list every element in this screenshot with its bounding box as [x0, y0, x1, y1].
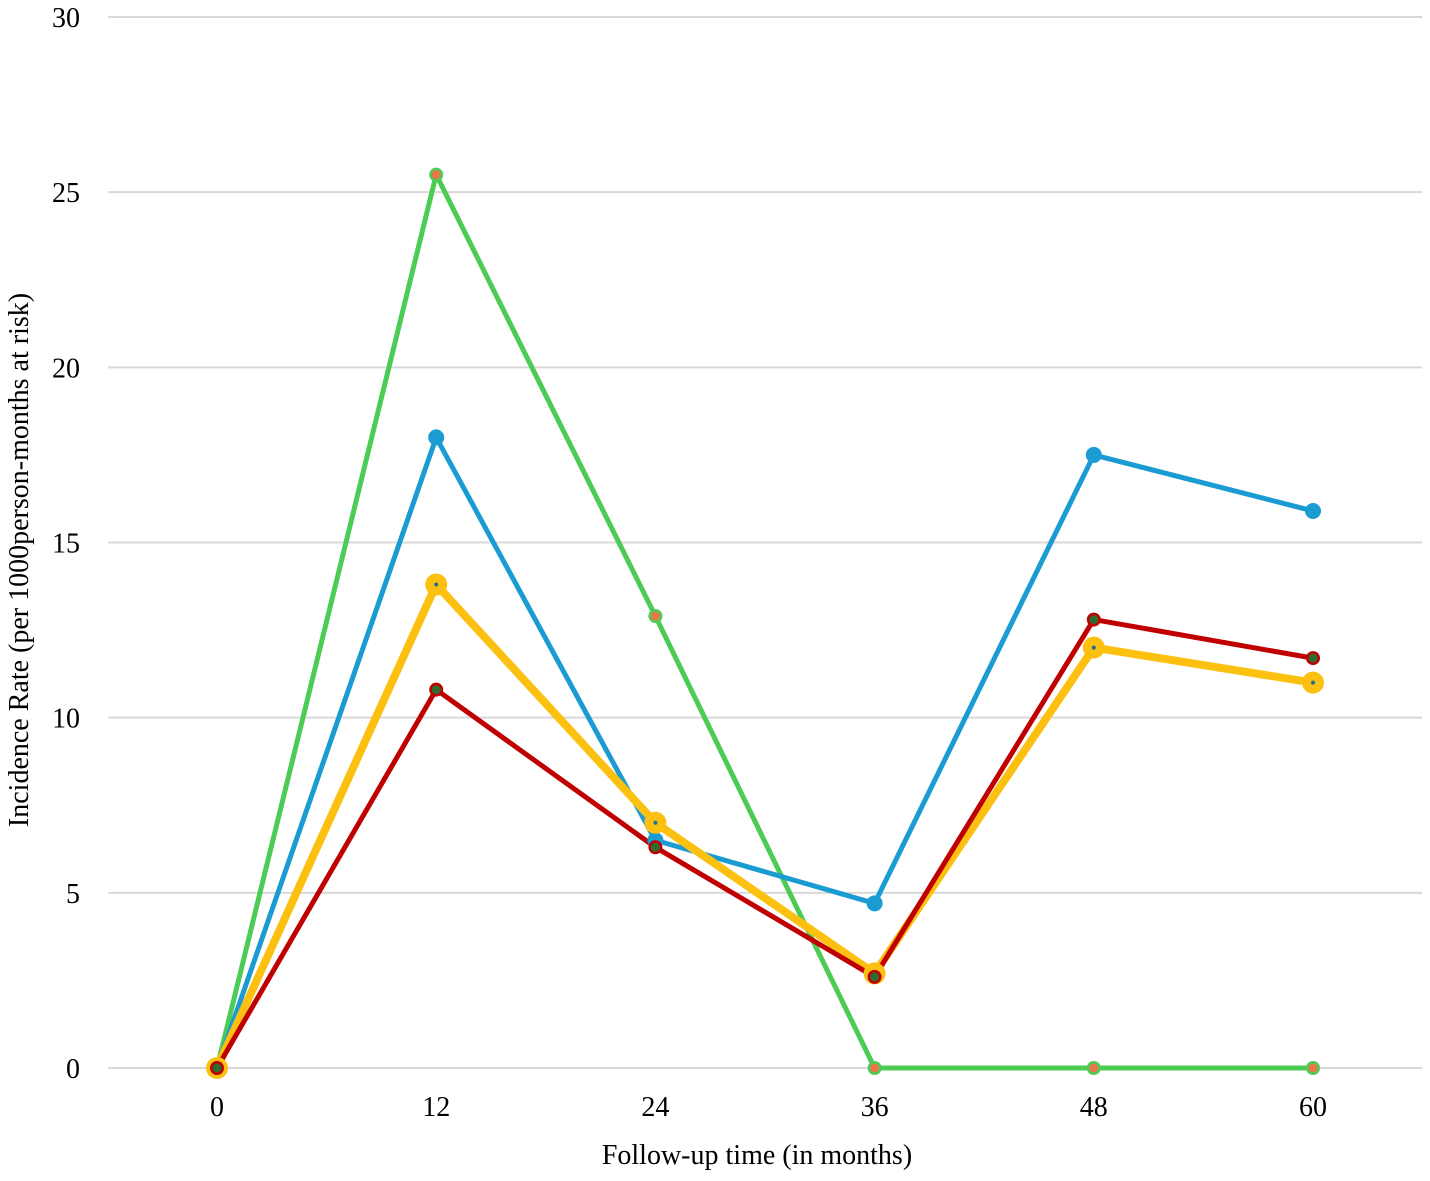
x-axis-title: Follow-up time (in months) — [602, 1140, 912, 1171]
series-4-point-center — [1089, 615, 1099, 625]
series-1-point-center — [870, 1063, 880, 1073]
series-2-point — [1305, 502, 1321, 519]
x-tick-label: 12 — [422, 1092, 450, 1123]
series-1-point-center — [1308, 1063, 1318, 1073]
series-2-point — [428, 429, 445, 446]
x-tick-label: 36 — [861, 1092, 889, 1123]
series-3-line — [213, 580, 1317, 1072]
y-tick-label: 30 — [52, 3, 80, 34]
series-2-line — [214, 434, 1316, 1071]
x-axis-tick-labels: 0 12 24 36 48 60 — [210, 1092, 1327, 1123]
series-lines — [213, 172, 1317, 1072]
x-tick-label: 0 — [210, 1092, 224, 1123]
series-4-point-center — [212, 1063, 222, 1073]
x-tick-label: 60 — [1299, 1092, 1327, 1123]
series-3-point-center — [1091, 645, 1096, 650]
x-tick-label: 24 — [641, 1092, 669, 1123]
series-1-point-center — [431, 170, 441, 180]
y-tick-label: 15 — [52, 529, 80, 560]
series-4-point-center — [1308, 653, 1318, 663]
series-4-point-center — [431, 685, 441, 695]
y-tick-label: 25 — [52, 178, 80, 209]
series-markers — [206, 167, 1324, 1079]
series-1-point-center — [1089, 1063, 1099, 1073]
x-tick-label: 48 — [1080, 1092, 1108, 1123]
series-1-line — [214, 172, 1316, 1071]
series-2-point — [866, 895, 883, 912]
series-3-point-center — [434, 582, 439, 587]
y-tick-label: 5 — [66, 879, 80, 910]
y-axis-title: Incidence Rate (per 1000person-months at… — [4, 293, 35, 827]
y-tick-label: 0 — [66, 1054, 80, 1085]
gridlines — [108, 16, 1422, 1069]
series-4-line — [214, 617, 1316, 1071]
series-4-point-center — [650, 842, 660, 852]
series-1-point-center — [650, 611, 660, 621]
series-2-point — [1085, 446, 1102, 463]
series-3-point-center — [653, 820, 658, 825]
y-tick-label: 20 — [52, 353, 80, 384]
y-tick-label: 10 — [52, 704, 80, 735]
y-axis-tick-labels: 0 5 10 15 20 25 30 — [52, 3, 80, 1085]
series-3-point-center — [1311, 680, 1315, 685]
series-4-point-center — [870, 972, 880, 982]
